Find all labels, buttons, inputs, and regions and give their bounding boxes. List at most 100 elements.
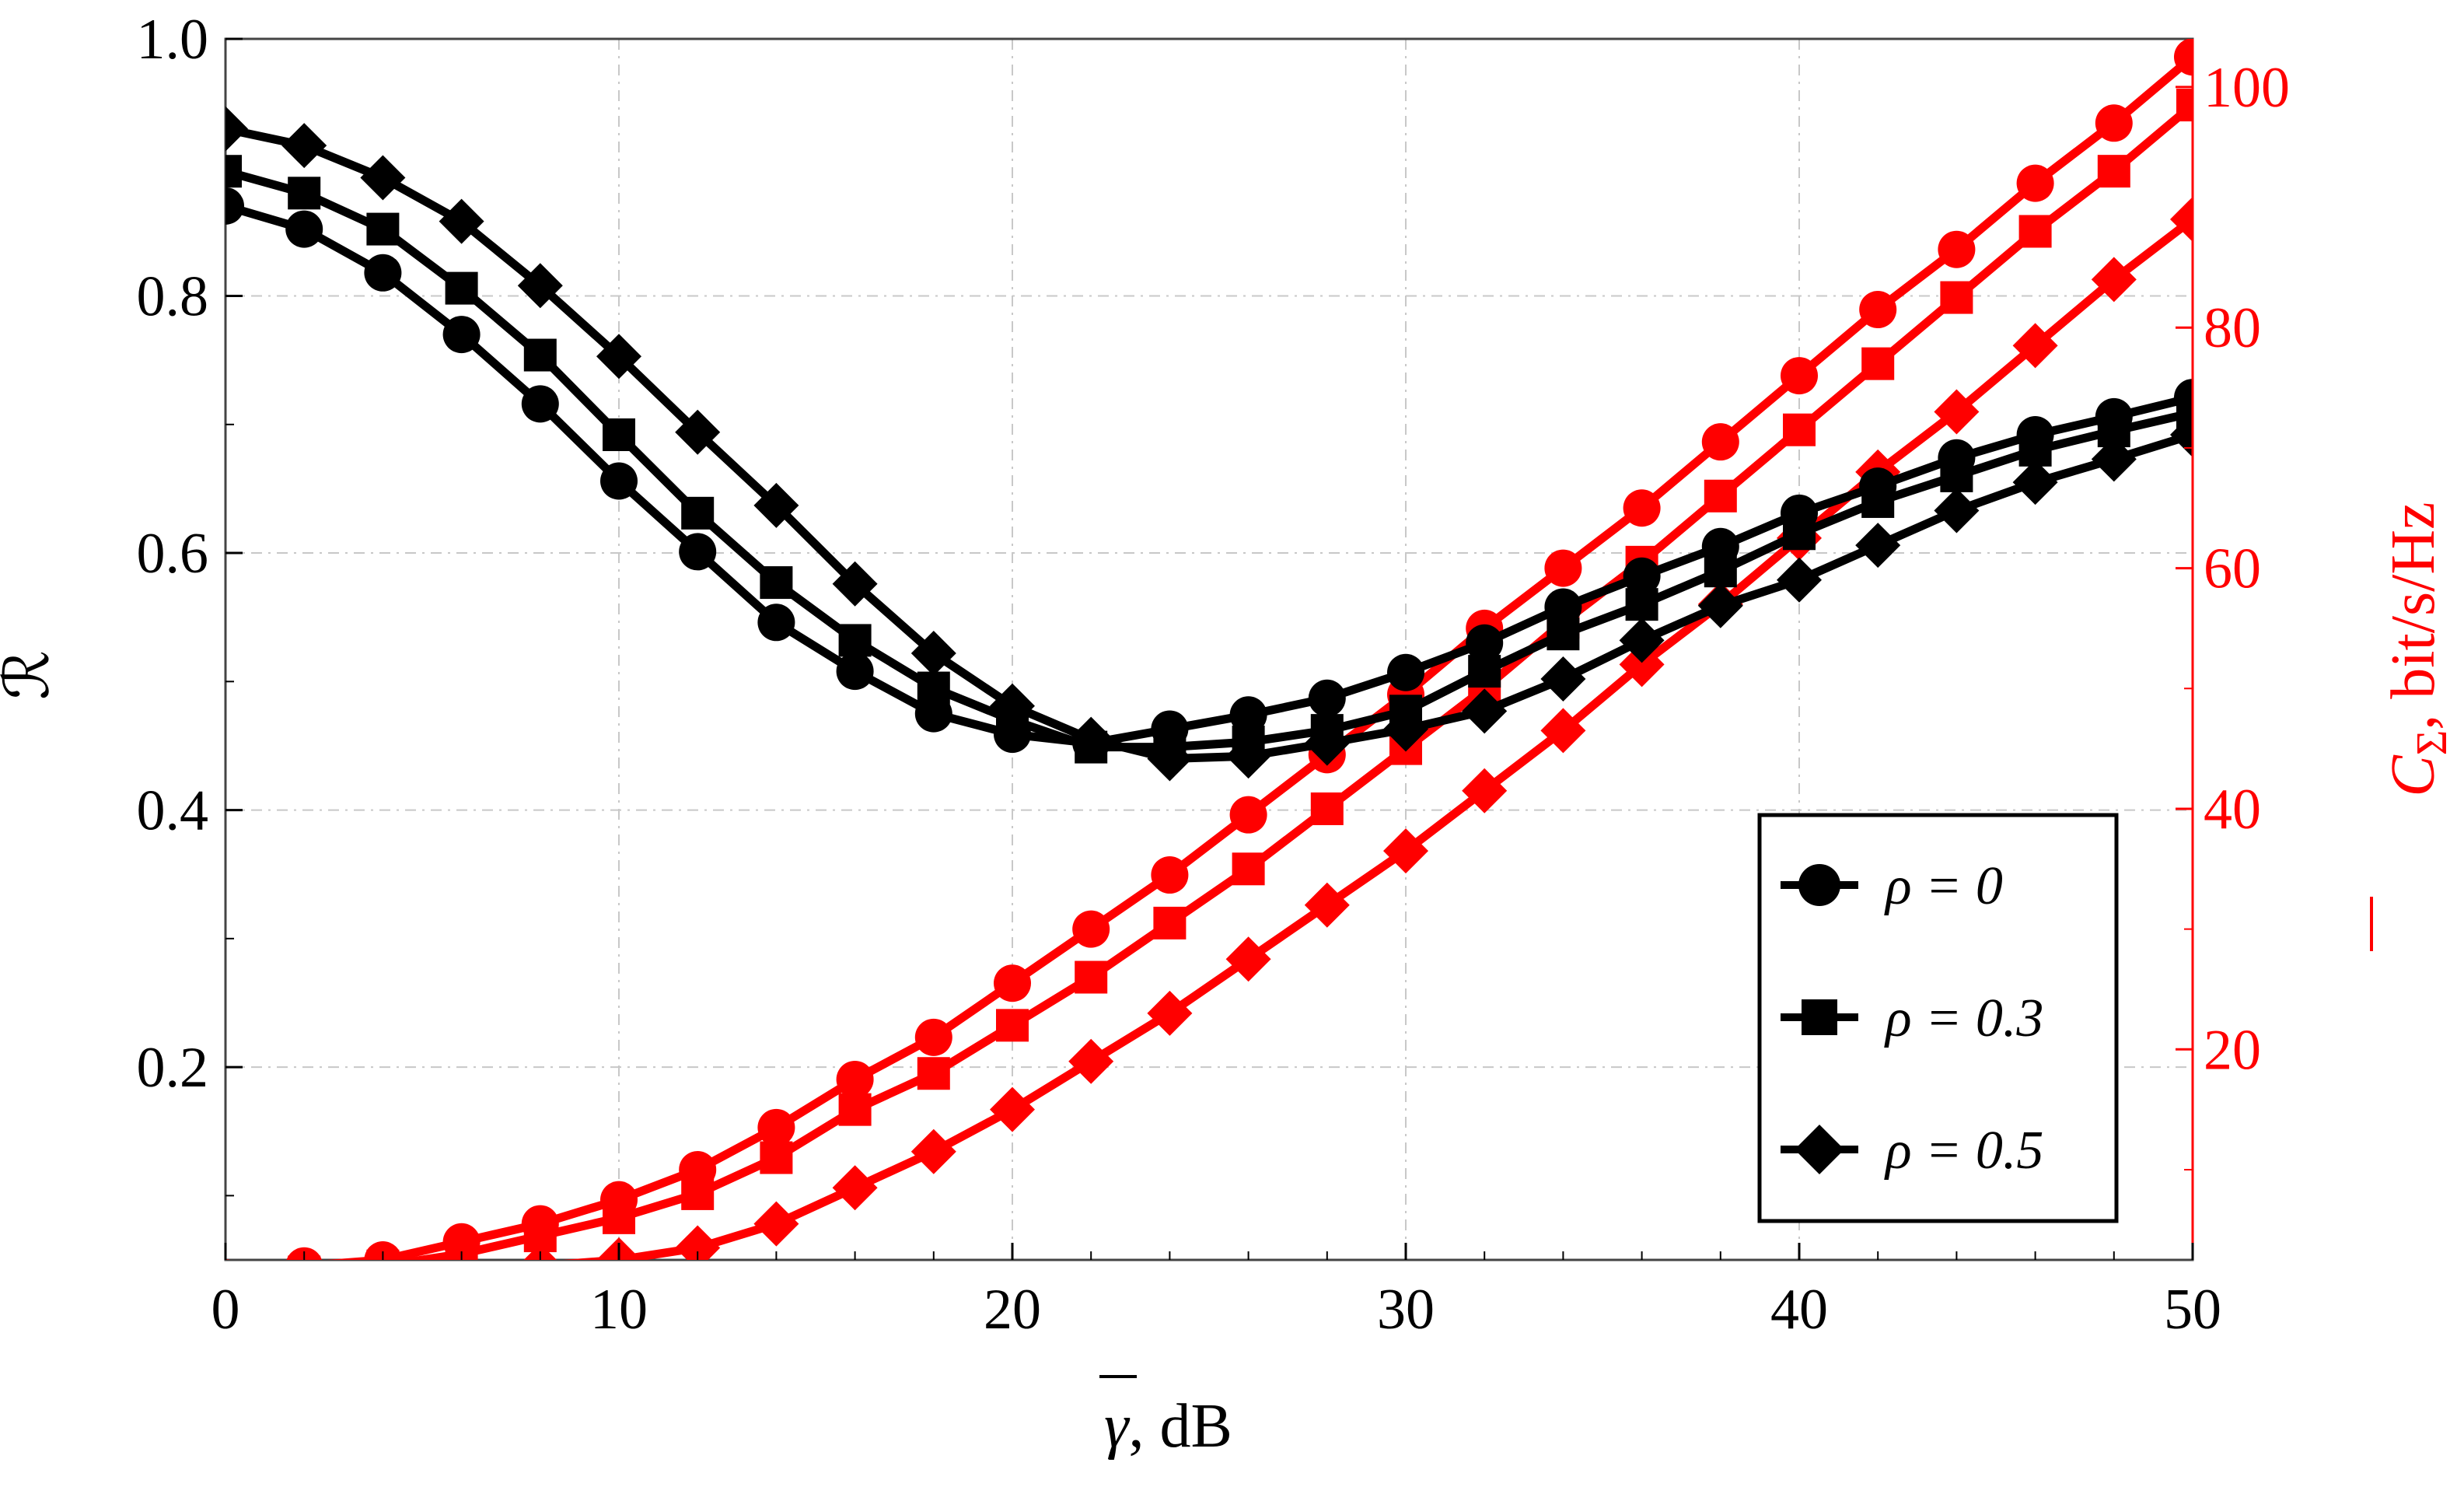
data-point-diamond xyxy=(675,409,721,455)
data-point-square xyxy=(1783,517,1816,551)
data-point-circle xyxy=(994,964,1031,1002)
legend-label-rho-0-5: ρ = 0.5 xyxy=(1884,1121,2043,1181)
data-point-diamond xyxy=(832,561,878,607)
data-point-square xyxy=(996,1009,1029,1042)
data-point-square xyxy=(838,624,872,657)
data-point-diamond xyxy=(910,630,956,676)
data-point-diamond xyxy=(990,1086,1035,1132)
data-point-square xyxy=(681,1177,715,1210)
data-point-diamond xyxy=(1934,389,1980,435)
series-left-square xyxy=(225,155,2193,764)
legend-label-rho-0: ρ = 0 xyxy=(1884,856,2003,916)
data-point-square xyxy=(1468,655,1501,688)
data-point-circle xyxy=(1072,910,1110,948)
data-point-diamond xyxy=(1777,557,1822,603)
data-point-diamond xyxy=(225,106,248,152)
data-point-diamond xyxy=(517,263,563,309)
data-point-diamond xyxy=(360,155,406,201)
legend-entry-rho-0-3: ρ = 0.3 xyxy=(1781,988,2043,1048)
data-point-circle xyxy=(1387,653,1424,691)
data-point-circle xyxy=(1701,423,1739,461)
data-point-diamond xyxy=(378,1255,388,1260)
data-point-diamond xyxy=(2170,412,2193,458)
data-point-circle xyxy=(2016,164,2054,202)
data-point-circle xyxy=(2174,39,2193,76)
data-point-square xyxy=(603,418,635,452)
legend: ρ = 0 ρ = 0.3 ρ = 0.5 xyxy=(1757,813,2119,1223)
y-left-axis-title: ℛ xyxy=(0,650,62,700)
y-left-tick-label: 0.8 xyxy=(137,265,209,329)
data-point-square xyxy=(1704,479,1737,513)
x-tick-label: 0 xyxy=(211,1278,240,1342)
data-point-circle xyxy=(600,462,638,500)
data-point-circle xyxy=(1938,230,1976,268)
data-point-circle xyxy=(1151,856,1189,894)
data-point-diamond xyxy=(2091,257,2137,303)
y-right-tick-label: 20 xyxy=(2204,1018,2261,1082)
data-point-square xyxy=(1625,588,1658,621)
data-point-diamond xyxy=(596,334,641,380)
y-right-axis-title-suffix: , bit/s/Hz xyxy=(2379,502,2448,730)
x-tick-label: 10 xyxy=(590,1278,648,1342)
data-point-circle xyxy=(1544,549,1582,587)
data-point-diamond xyxy=(990,683,1035,729)
data-point-circle xyxy=(1859,291,1897,329)
series-right-square xyxy=(288,89,2193,1260)
x-axis-title-suffix: , dB xyxy=(1129,1392,1232,1461)
data-point-diamond xyxy=(1383,706,1428,752)
y-right-tick-label: 40 xyxy=(2204,778,2261,841)
data-point-square xyxy=(445,271,478,305)
y-right-axis-title: CΣ, bit/s/Hz xyxy=(2370,502,2456,951)
data-point-square xyxy=(1075,960,1108,994)
data-point-diamond xyxy=(1619,642,1665,688)
series-line xyxy=(225,124,2193,763)
data-point-diamond xyxy=(1068,1038,1114,1084)
data-point-square xyxy=(225,155,242,188)
data-point-diamond xyxy=(1304,882,1350,928)
data-point-square xyxy=(917,1057,950,1090)
data-point-diamond xyxy=(1383,828,1428,874)
data-point-square xyxy=(366,212,400,246)
y-left-tick-label: 1.0 xyxy=(137,8,209,72)
data-point-square xyxy=(1940,459,1973,492)
data-point-circle xyxy=(364,254,402,292)
data-point-diamond xyxy=(675,1225,721,1260)
data-point-circle xyxy=(225,187,244,225)
data-point-diamond xyxy=(1225,936,1271,982)
legend-entry-rho-0-5: ρ = 0.5 xyxy=(1781,1121,2043,1181)
svg-text:γ, dB: γ, dB xyxy=(1104,1392,1232,1461)
data-point-square xyxy=(1153,906,1187,939)
x-tick-label: 40 xyxy=(1770,1278,1828,1342)
data-point-square xyxy=(2097,155,2130,188)
data-point-square xyxy=(288,177,321,210)
svg-text:CΣ, bit/s/Hz: CΣ, bit/s/Hz xyxy=(2379,502,2456,796)
data-point-square xyxy=(603,1201,635,1234)
data-point-diamond xyxy=(2012,323,2058,369)
data-point-diamond xyxy=(1540,708,1586,754)
x-tick-label: 50 xyxy=(2164,1278,2221,1342)
legend-marker-diamond-icon xyxy=(1795,1125,1844,1174)
data-point-diamond xyxy=(1934,488,1980,534)
data-point-square xyxy=(1704,555,1737,588)
data-point-circle xyxy=(1544,588,1582,626)
data-point-square xyxy=(523,338,557,372)
data-point-circle xyxy=(836,1060,874,1098)
series-left-circle xyxy=(225,187,2193,762)
y-right-tick-label: 60 xyxy=(2204,537,2261,601)
data-point-diamond xyxy=(1619,618,1665,663)
y-left-tick-label: 0.6 xyxy=(137,522,209,586)
x-axis-title: γ, dB xyxy=(1099,1375,1232,1461)
y-right-axis-title-symbol: C xyxy=(2379,754,2448,797)
data-point-circle xyxy=(442,316,481,354)
x-tick-label: 30 xyxy=(1377,1278,1435,1342)
data-point-diamond xyxy=(832,1165,878,1211)
y-right-tick-label: 100 xyxy=(2204,56,2290,120)
data-point-square xyxy=(1861,347,1895,380)
x-tick-label: 20 xyxy=(984,1278,1041,1342)
data-point-diamond xyxy=(753,1201,799,1247)
data-point-diamond xyxy=(439,198,484,244)
y-right-tick-label: 80 xyxy=(2204,296,2261,360)
data-point-square xyxy=(917,671,950,705)
series-layer xyxy=(225,39,2193,1260)
